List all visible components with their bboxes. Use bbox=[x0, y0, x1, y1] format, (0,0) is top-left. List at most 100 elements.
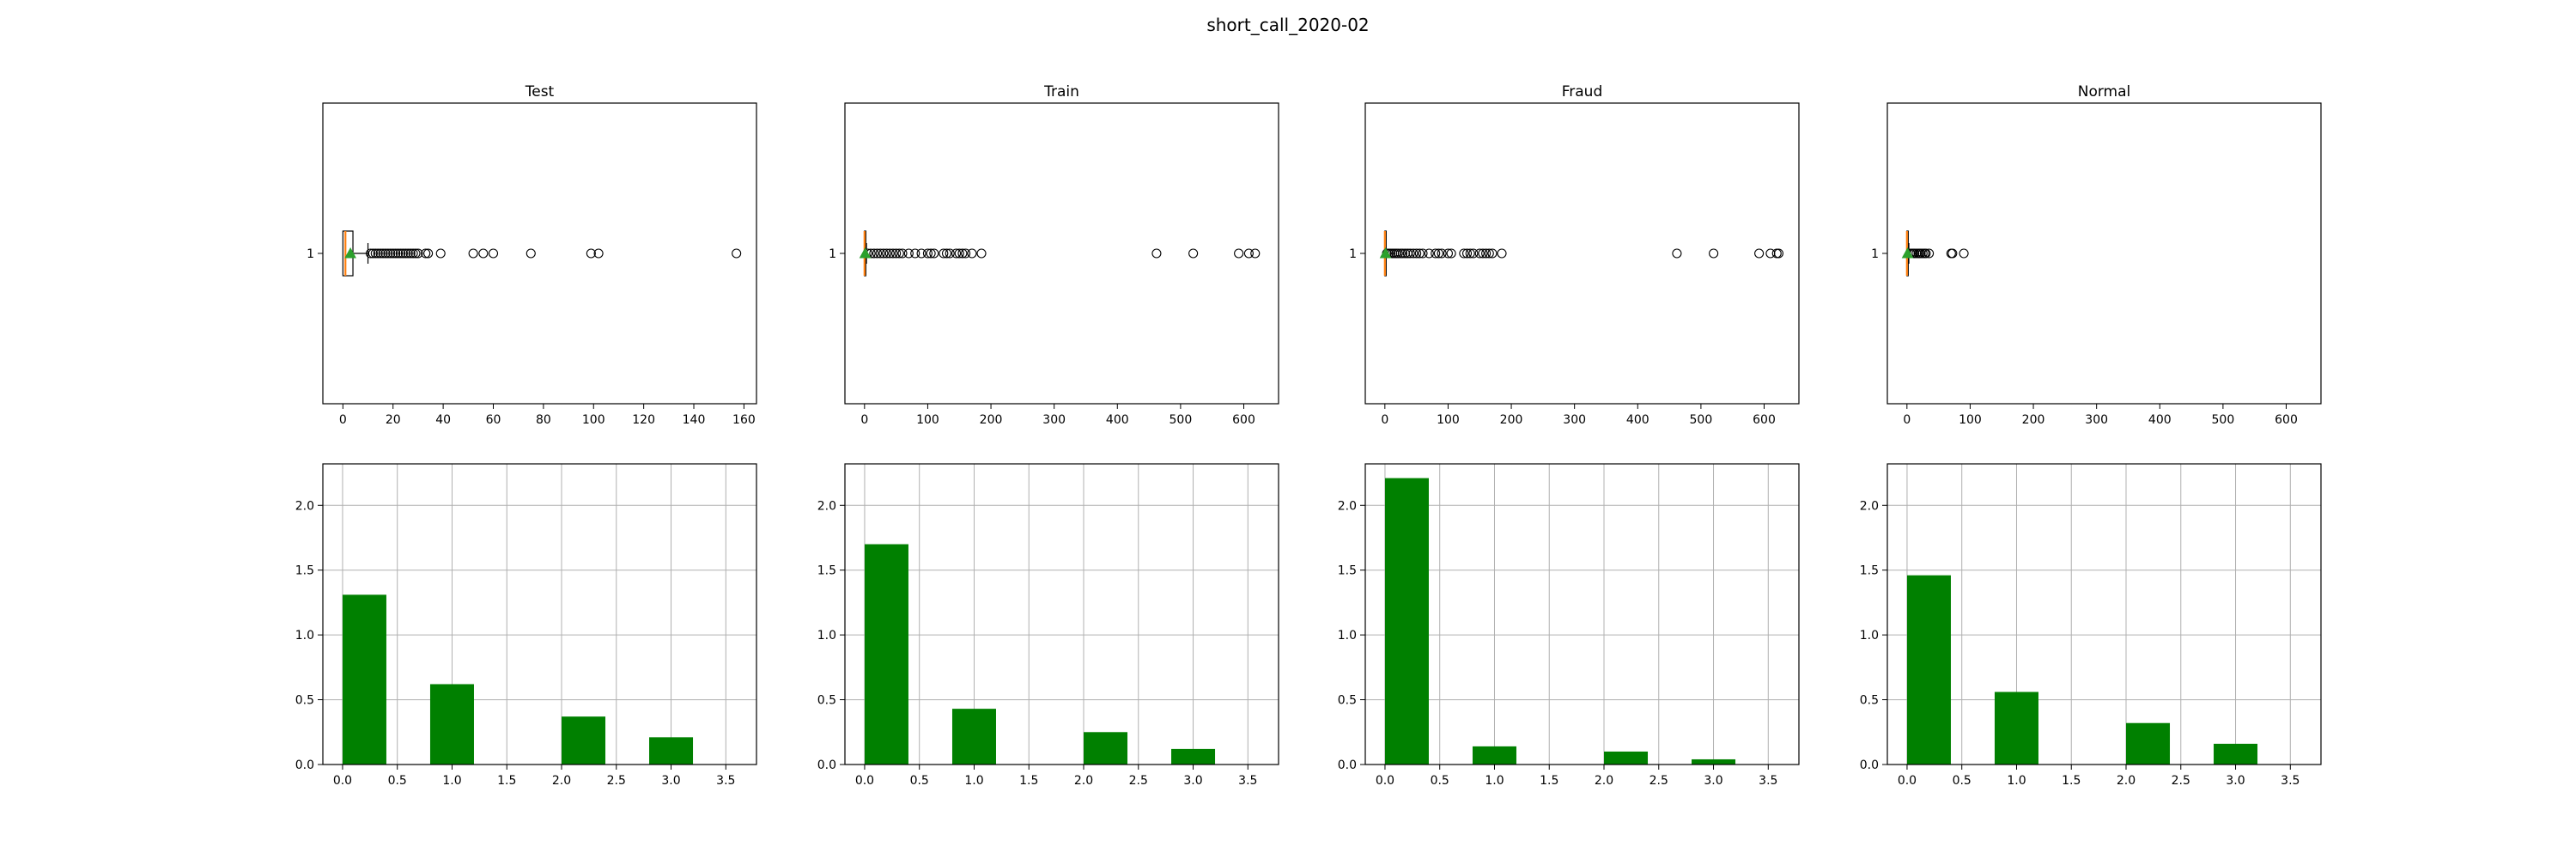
x-tick-label: 100 bbox=[916, 413, 939, 427]
outlier-point bbox=[478, 248, 489, 259]
x-tick-label: 0 bbox=[1381, 413, 1388, 427]
outlier-point bbox=[378, 248, 388, 259]
chart-title: Train bbox=[1043, 83, 1079, 101]
x-tick-label: 0.5 bbox=[388, 774, 407, 788]
outlier-point bbox=[884, 248, 895, 259]
y-tick-label: 2.0 bbox=[295, 499, 314, 513]
y-tick-label: 1.5 bbox=[1860, 564, 1879, 578]
x-tick-label: 400 bbox=[1106, 413, 1129, 427]
x-tick-label: 3.0 bbox=[1183, 774, 1202, 788]
outlier-point bbox=[882, 248, 892, 259]
x-tick-label: 0.5 bbox=[1431, 774, 1449, 788]
x-tick-label: 1.5 bbox=[1019, 774, 1038, 788]
x-tick-label: 100 bbox=[582, 413, 605, 427]
outlier-point bbox=[383, 248, 393, 259]
x-tick-label: 3.5 bbox=[2281, 774, 2300, 788]
outlier-point bbox=[894, 248, 904, 259]
x-tick-label: 100 bbox=[1437, 413, 1460, 427]
outlier-point bbox=[1481, 248, 1492, 259]
axes-frame bbox=[1886, 102, 2322, 405]
outlier-point bbox=[373, 248, 383, 259]
outlier-point bbox=[957, 248, 968, 259]
outlier-point bbox=[398, 248, 408, 259]
outlier-point bbox=[1754, 248, 1765, 259]
outlier-point bbox=[1465, 248, 1475, 259]
axes-frame bbox=[1364, 463, 1800, 765]
histogram-bar bbox=[649, 737, 694, 765]
outlier-point bbox=[1250, 248, 1261, 259]
x-tick-label: 200 bbox=[980, 413, 1003, 427]
outlier-point bbox=[1459, 248, 1469, 259]
outlier-point bbox=[891, 248, 902, 259]
x-tick-label: 0.0 bbox=[855, 774, 874, 788]
outlier-point bbox=[732, 248, 742, 259]
x-tick-label: 3.5 bbox=[1759, 774, 1777, 788]
outlier-point bbox=[1431, 248, 1441, 259]
x-tick-label: 3.5 bbox=[716, 774, 735, 788]
x-tick-label: 0.5 bbox=[1953, 774, 1971, 788]
x-tick-label: 1.5 bbox=[1540, 774, 1558, 788]
histogram-bar bbox=[864, 544, 908, 765]
x-tick-label: 400 bbox=[1626, 413, 1649, 427]
x-tick-label: 0 bbox=[339, 413, 347, 427]
x-tick-label: 3.0 bbox=[1704, 774, 1722, 788]
y-tick-label: 0.0 bbox=[817, 758, 836, 772]
outlier-point bbox=[1243, 248, 1254, 259]
x-tick-label: 600 bbox=[2275, 413, 2298, 427]
x-tick-label: 0.0 bbox=[1898, 774, 1917, 788]
outlier-point bbox=[370, 248, 380, 259]
x-tick-label: 20 bbox=[386, 413, 401, 427]
y-tick-label: 0.5 bbox=[1338, 694, 1357, 708]
y-tick-label: 1.0 bbox=[1860, 629, 1879, 643]
histogram-bar bbox=[1384, 478, 1429, 765]
histogram-bar bbox=[1994, 691, 2038, 765]
outlier-point bbox=[410, 248, 421, 259]
outlier-point bbox=[1405, 248, 1415, 259]
outlier-point bbox=[1433, 248, 1443, 259]
outlier-point bbox=[368, 248, 378, 259]
outlier-point bbox=[897, 248, 908, 259]
x-tick-label: 1.0 bbox=[2007, 774, 2026, 788]
chart-panel-7: 0.0 0.5 1.0 1.5 2.0 0.0 0.5 1.0 1.5 2.0 2.5 3.0 3.5 bbox=[1338, 463, 1800, 788]
outlier-point bbox=[1709, 248, 1719, 259]
x-tick-label: 2.0 bbox=[1595, 774, 1613, 788]
outlier-point bbox=[1397, 248, 1407, 259]
mean-marker bbox=[859, 247, 872, 259]
x-tick-label: 80 bbox=[536, 413, 551, 427]
outlier-point bbox=[916, 248, 927, 259]
outlier-point bbox=[405, 248, 416, 259]
outlier-point bbox=[395, 248, 406, 259]
outlier-point bbox=[976, 248, 987, 259]
x-tick-label: 2.5 bbox=[607, 774, 626, 788]
histogram-bar bbox=[1472, 746, 1516, 765]
outlier-point bbox=[1468, 248, 1479, 259]
outlier-point bbox=[1947, 248, 1958, 259]
outlier-point bbox=[872, 248, 883, 259]
outlier-point bbox=[380, 248, 391, 259]
x-tick-label: 100 bbox=[1959, 413, 1982, 427]
histogram-bar bbox=[1604, 751, 1649, 765]
outlier-point bbox=[391, 248, 401, 259]
histogram-bar bbox=[429, 684, 474, 765]
outlier-point bbox=[869, 248, 879, 259]
outlier-point bbox=[954, 248, 964, 259]
outlier-point bbox=[421, 248, 431, 259]
outlier-point bbox=[1412, 248, 1422, 259]
outlier-point bbox=[1474, 248, 1485, 259]
x-tick-label: 2.0 bbox=[1074, 774, 1093, 788]
x-tick-label: 500 bbox=[1170, 413, 1193, 427]
outlier-point bbox=[1924, 248, 1935, 259]
y-tick-label: 2.0 bbox=[1860, 499, 1879, 513]
outlier-point bbox=[1393, 248, 1403, 259]
outlier-point bbox=[526, 248, 536, 259]
histogram-bar bbox=[2126, 722, 2171, 765]
outlier-point bbox=[435, 248, 446, 259]
histogram-bar bbox=[562, 716, 606, 765]
outlier-point bbox=[1446, 248, 1456, 259]
chart-title: Fraud bbox=[1562, 83, 1603, 101]
histogram-bar bbox=[1171, 748, 1216, 765]
outlier-point bbox=[1672, 248, 1682, 259]
outlier-point bbox=[413, 248, 423, 259]
outlier-point bbox=[386, 248, 396, 259]
x-tick-label: 500 bbox=[2212, 413, 2235, 427]
